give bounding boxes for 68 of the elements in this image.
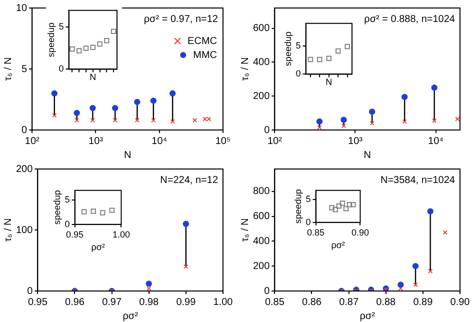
y-axis-title: speedup	[282, 32, 293, 66]
y-tick-label: 0	[306, 216, 311, 227]
y-axis-title: τ₆ / N	[240, 57, 251, 81]
x-tick-label: 10⁵	[215, 136, 231, 147]
y-tick-label: 200	[252, 260, 270, 272]
y-tick-label: 0	[264, 124, 270, 136]
legend-label: MMC	[193, 50, 217, 61]
x-tick-label: 0.99	[176, 296, 196, 308]
annotation: N=224, n=12	[160, 174, 218, 186]
x-axis-title: N	[90, 72, 96, 82]
x-tick-label: 0.85	[264, 296, 285, 308]
y-tick-label: 200	[252, 90, 270, 102]
y-tick-label: 0	[64, 218, 70, 229]
x-axis-title: N	[364, 150, 371, 161]
y-axis-title: speedup	[52, 190, 62, 225]
x-axis-title: ρσ²	[331, 240, 345, 250]
x-tick-label: 0.98	[139, 296, 160, 308]
x-axis-title: ρσ²	[122, 310, 139, 322]
annotation: ρσ² = 0.97, n=12	[144, 14, 218, 25]
y-axis-title: τ₆ / N	[2, 218, 14, 242]
y-tick-label: 5	[296, 40, 301, 50]
x-tick-label: 1.00	[112, 229, 130, 240]
y-tick-label: 5	[22, 64, 28, 75]
x-tick-label: 0.86	[302, 296, 322, 308]
annotation: N=3584, n=1024	[380, 174, 456, 186]
x-axis-title: ρσ²	[360, 310, 376, 322]
y-tick-label: 100	[16, 224, 34, 236]
y-tick-label: 0	[296, 68, 301, 79]
x-tick-label: 10⁴	[428, 136, 444, 147]
x-axis-title: ρσ²	[91, 242, 105, 252]
x-tick-label: 10²	[24, 136, 40, 147]
y-tick-label: 400	[252, 56, 270, 68]
y-tick-label: 200	[16, 164, 34, 175]
x-tick-label: 0.88	[376, 296, 396, 308]
x-tick-label: 0.90	[351, 227, 370, 238]
x-tick-label: 0.97	[102, 296, 122, 308]
x-tick-label: 0.96	[65, 296, 85, 308]
x-tick-label: 0.85	[307, 227, 325, 238]
x-tick-label: 10³	[88, 136, 104, 147]
y-tick-label: 0	[27, 286, 34, 297]
x-axis-title: N	[326, 77, 332, 88]
y-tick-label: 0	[58, 64, 64, 74]
x-tick-label: 10²	[267, 136, 283, 147]
y-axis-title: speedup	[46, 22, 56, 58]
annotation: ρσ² = 0.888, n=1024	[364, 14, 456, 25]
x-tick-label: 10⁴	[152, 136, 168, 147]
legend-label: ECMC	[188, 36, 217, 47]
x-tick-label: 0.89	[413, 296, 434, 308]
y-axis-title: speedup	[292, 189, 303, 224]
x-tick-label: 0.90	[450, 296, 470, 308]
x-tick-label: 0.95	[28, 296, 48, 308]
y-tick-label: 0	[22, 124, 28, 136]
x-tick-label: 1.00	[213, 296, 234, 308]
y-axis-title: τ₆ / N	[240, 218, 251, 242]
y-tick-label: 10	[16, 2, 28, 14]
y-tick-label: 5	[306, 194, 311, 204]
y-axis-title: τ₆ / N	[2, 57, 14, 81]
y-tick-label: 600	[252, 23, 270, 34]
y-tick-label: 400	[252, 236, 270, 247]
y-tick-label: 600	[252, 211, 270, 222]
y-tick-label: 800	[252, 186, 270, 198]
x-tick-label: 0.87	[339, 296, 359, 308]
x-axis-title: N	[124, 150, 132, 161]
y-tick-label: 5	[58, 22, 64, 32]
x-tick-label: 0.95	[66, 229, 84, 240]
x-tick-label: 10³	[348, 136, 364, 147]
y-tick-label: 0	[264, 286, 270, 297]
y-tick-label: 5	[64, 194, 70, 205]
